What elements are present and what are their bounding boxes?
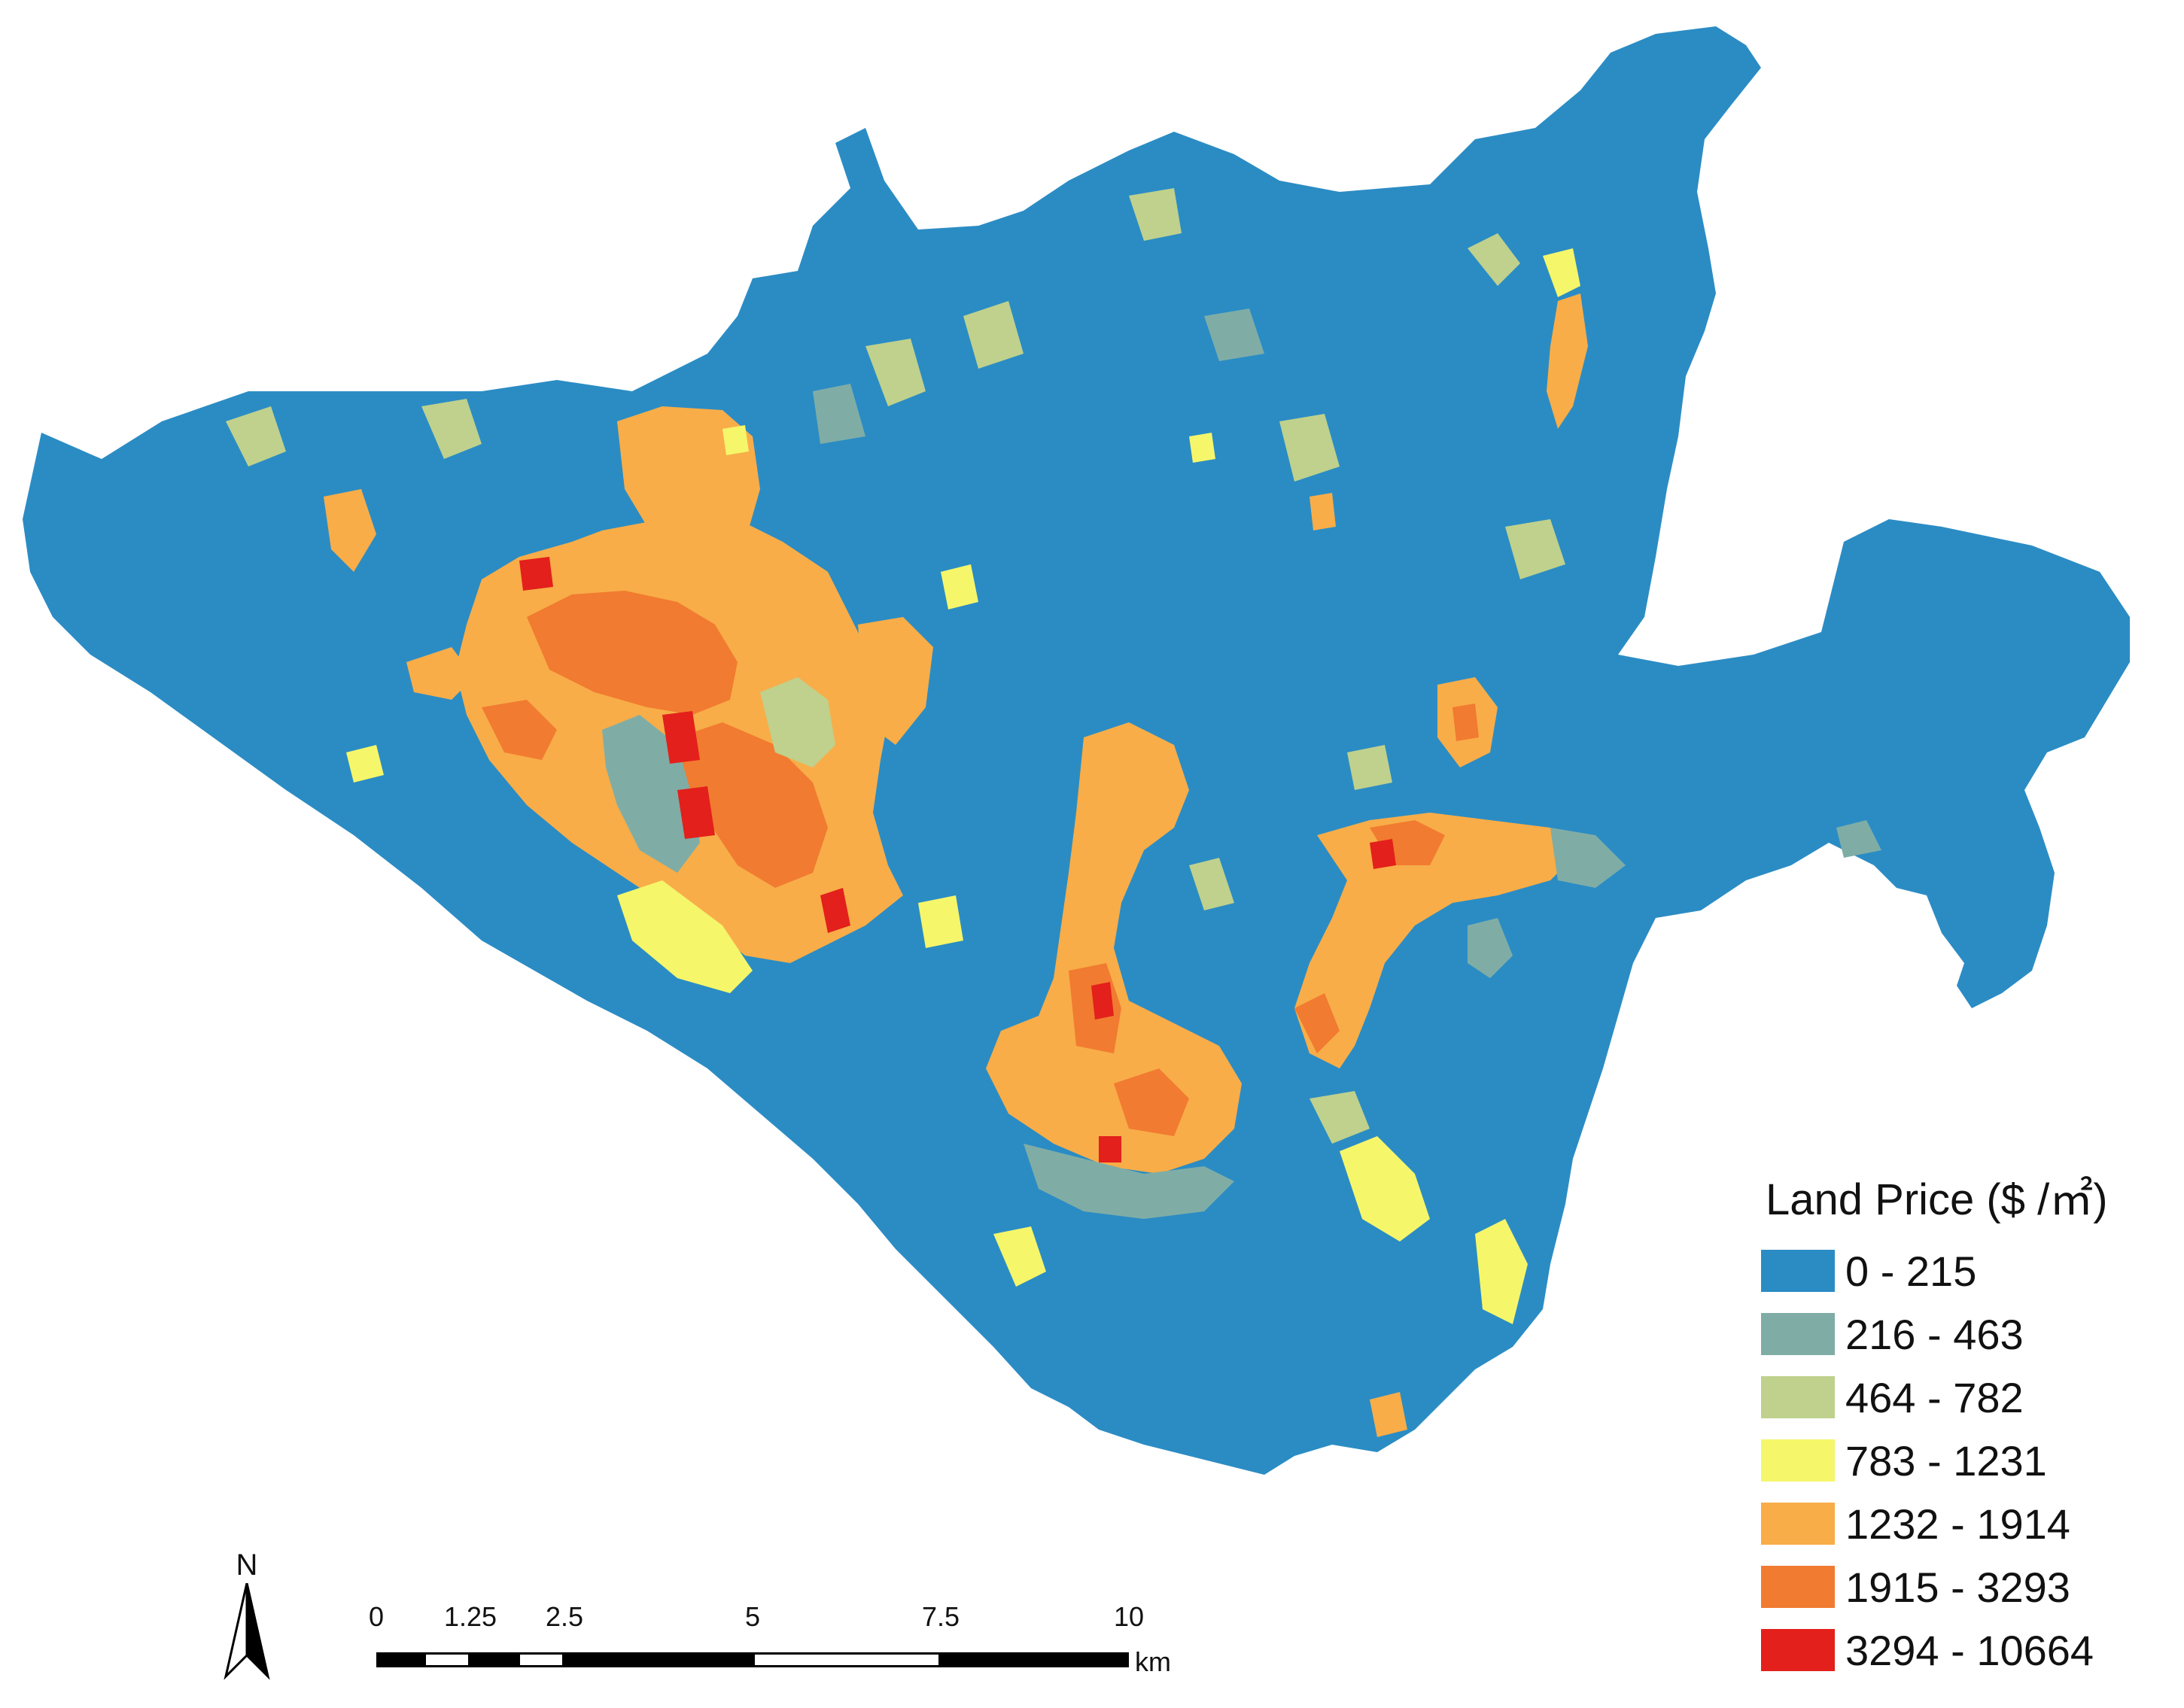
legend-swatch (1761, 1503, 1835, 1545)
scattered-parcels (226, 188, 1881, 948)
legend-items: 0 - 215 216 - 463 464 - 782 783 - 1231 1232 … (1761, 1239, 2167, 1682)
legend-label: 3294 - 10664 (1845, 1626, 2094, 1674)
scale-tick-label: 0 (368, 1601, 385, 1632)
scale-segment (941, 1652, 1129, 1667)
map-legend: Land Price ($ /㎡) 0 - 215 216 - 463 464 - … (1761, 1170, 2167, 1682)
eastern-urban-district (1294, 677, 1626, 1068)
scale-tick-label: 7.5 (921, 1601, 960, 1632)
scale-segment (470, 1652, 518, 1667)
scale-segment (423, 1652, 470, 1667)
scale-segment (564, 1652, 753, 1667)
legend-item: 464 - 782 (1761, 1366, 2167, 1429)
legend-label: 1915 - 3293 (1845, 1563, 2070, 1611)
scale-unit-label: km (1135, 1646, 1171, 1677)
legend-label: 783 - 1231 (1845, 1436, 2047, 1485)
study-area (23, 26, 2130, 1475)
scale-segment (376, 1652, 424, 1667)
legend-label: 1232 - 1914 (1845, 1500, 2070, 1548)
legend-swatch (1761, 1439, 1835, 1482)
scale-tick-label: 2.5 (545, 1601, 584, 1632)
legend-item: 0 - 215 (1761, 1239, 2167, 1302)
scale-segment (753, 1652, 941, 1667)
legend-title: Land Price ($ /㎡) (1766, 1175, 2108, 1224)
legend-swatch (1761, 1566, 1835, 1608)
legend-swatch (1761, 1313, 1835, 1355)
southern-fringe (993, 1091, 1528, 1437)
scale-segment (517, 1652, 564, 1667)
legend-label: 0 - 215 (1845, 1247, 1977, 1295)
legend-item: 783 - 1231 (1761, 1429, 2167, 1492)
legend-swatch (1761, 1250, 1835, 1292)
scale-tick-label: 10 (1113, 1601, 1145, 1632)
legend-item: 3294 - 10664 (1761, 1618, 2167, 1682)
legend-label: 464 - 782 (1845, 1373, 2024, 1421)
north-arrow-icon (224, 1583, 270, 1680)
legend-swatch (1761, 1376, 1835, 1418)
scale-tick-label: 5 (744, 1601, 761, 1632)
legend-item: 1915 - 3293 (1761, 1555, 2167, 1618)
legend-swatch (1761, 1629, 1835, 1671)
north-label: N (236, 1548, 258, 1582)
north-arrow: N (223, 1548, 283, 1680)
legend-item: 1232 - 1914 (1761, 1492, 2167, 1555)
legend-item: 216 - 463 (1761, 1302, 2167, 1366)
legend-label: 216 - 463 (1845, 1310, 2024, 1358)
scale-tick-label: 1.25 (443, 1601, 497, 1632)
central-urban-district (986, 722, 1242, 1219)
northern-corridor (1468, 233, 1588, 429)
scale-bar: 0 1.25 2.5 5 7.5 10 km (369, 1601, 1204, 1684)
western-urban-district (324, 406, 933, 993)
